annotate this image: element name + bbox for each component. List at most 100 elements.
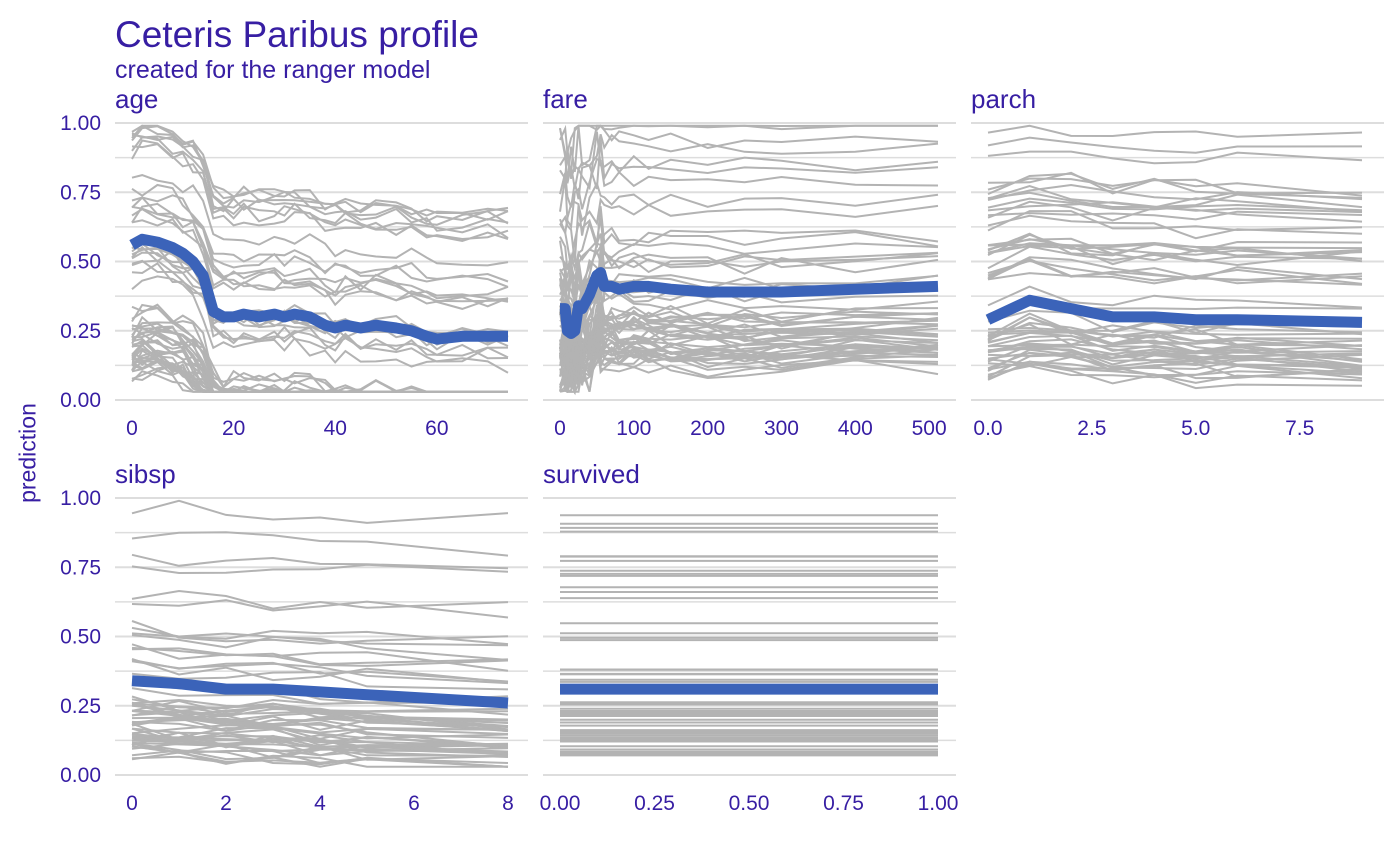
profile-line xyxy=(131,599,509,619)
x-tick-label: 0.50 xyxy=(729,792,770,815)
profile-line xyxy=(131,139,509,243)
profile-line xyxy=(131,742,509,757)
profile-line xyxy=(131,735,509,747)
profile-line xyxy=(559,304,939,364)
profile-line xyxy=(559,180,939,236)
facet-panel-fare: fare 0 100 200 300 400 500 xyxy=(543,84,956,440)
panel-title: fare xyxy=(543,84,588,114)
profile-line xyxy=(987,285,1363,309)
x-tick-label: 2 xyxy=(220,792,232,815)
profile-line xyxy=(987,342,1363,363)
profile-line xyxy=(131,722,509,747)
highlight-profile-line xyxy=(985,294,1363,328)
y-tick-label: 0.00 xyxy=(60,764,101,787)
chart-title: Ceteris Paribus profile xyxy=(115,14,479,55)
facet-panel-age: age 0 20 40 60 0.00 0.25 0.50 0.75 1.00 xyxy=(60,84,528,440)
profile-line xyxy=(987,259,1363,285)
profile-line xyxy=(131,499,509,524)
profile-line xyxy=(131,589,509,610)
x-tick-label: 0.00 xyxy=(540,792,581,815)
profile-line xyxy=(131,647,509,667)
facet-panel-survived: survived 0.00 0.25 0.50 0.75 1.00 xyxy=(540,459,959,815)
profile-line xyxy=(987,244,1363,262)
x-tick-label: 6 xyxy=(408,792,420,815)
y-tick-label: 1.00 xyxy=(60,112,101,135)
profile-line xyxy=(559,253,939,307)
profile-line xyxy=(131,658,509,684)
x-tick-label: 0 xyxy=(554,417,566,440)
profile-line xyxy=(559,139,939,208)
panel-title: age xyxy=(115,84,158,114)
profile-line xyxy=(559,197,939,263)
facet-panel-sibsp: sibsp 0 2 4 6 8 0.00 0.25 0.50 0.75 1.00 xyxy=(60,459,528,815)
profile-line xyxy=(131,196,509,300)
x-tick-label: 0 xyxy=(126,792,138,815)
profile-line xyxy=(131,207,509,310)
profile-line xyxy=(559,124,938,175)
profile-line xyxy=(131,136,509,239)
x-tick-label: 40 xyxy=(324,417,347,440)
profile-line xyxy=(131,717,509,732)
x-tick-label: 100 xyxy=(616,417,651,440)
profile-line xyxy=(987,172,1363,199)
profile-line xyxy=(987,185,1363,213)
x-tick-label: 0.75 xyxy=(823,792,864,815)
profile-line xyxy=(131,553,509,570)
profile-line xyxy=(131,132,509,232)
x-tick-label: 20 xyxy=(222,417,245,440)
profile-line xyxy=(131,183,509,283)
x-tick-label: 200 xyxy=(690,417,725,440)
profile-line xyxy=(131,705,509,731)
profile-line xyxy=(131,658,509,683)
profile-line xyxy=(987,124,1363,138)
profile-line xyxy=(559,157,939,230)
profile-line xyxy=(559,206,939,273)
profile-line xyxy=(131,262,509,363)
profile-line xyxy=(131,143,509,241)
profile-line xyxy=(987,362,1363,390)
x-tick-label: 500 xyxy=(912,417,947,440)
x-tick-label: 1.00 xyxy=(918,792,959,815)
profile-line xyxy=(131,352,508,393)
y-tick-label: 0.75 xyxy=(60,181,101,204)
profile-line xyxy=(987,351,1363,373)
profile-line xyxy=(987,353,1363,378)
y-tick-label: 0.25 xyxy=(60,320,101,343)
facet-panel-parch: parch 0.0 2.5 5.0 7.5 xyxy=(971,84,1384,440)
y-tick-label: 0.25 xyxy=(60,695,101,718)
profile-line xyxy=(131,202,509,303)
profile-line xyxy=(131,704,509,728)
profile-line xyxy=(131,259,509,360)
highlight-profile-line xyxy=(129,233,508,345)
profile-line xyxy=(131,687,509,705)
profile-line xyxy=(131,755,509,768)
y-tick-label: 0.00 xyxy=(60,389,101,412)
profile-line xyxy=(987,136,1363,154)
profile-line xyxy=(987,210,1363,232)
x-tick-label: 8 xyxy=(502,792,514,815)
x-tick-label: 4 xyxy=(314,792,326,815)
x-tick-label: 300 xyxy=(764,417,799,440)
profile-line xyxy=(987,197,1363,212)
profile-line xyxy=(131,715,509,739)
x-tick-label: 0 xyxy=(126,417,138,440)
profile-line xyxy=(131,646,509,666)
profile-line xyxy=(987,323,1363,351)
y-tick-label: 0.50 xyxy=(60,251,101,274)
profile-line xyxy=(987,150,1363,165)
profile-line xyxy=(987,243,1363,260)
profile-line xyxy=(987,191,1363,209)
profile-line xyxy=(987,200,1363,223)
x-tick-label: 2.5 xyxy=(1077,417,1106,440)
profile-line xyxy=(131,275,509,374)
x-tick-label: 0.25 xyxy=(634,792,675,815)
profile-line xyxy=(559,248,939,292)
profile-line xyxy=(131,563,509,575)
profile-line xyxy=(987,331,1363,354)
profile-line xyxy=(131,733,509,753)
profile-line xyxy=(559,131,939,191)
profile-line xyxy=(987,171,1363,197)
y-tick-label: 1.00 xyxy=(60,487,101,510)
